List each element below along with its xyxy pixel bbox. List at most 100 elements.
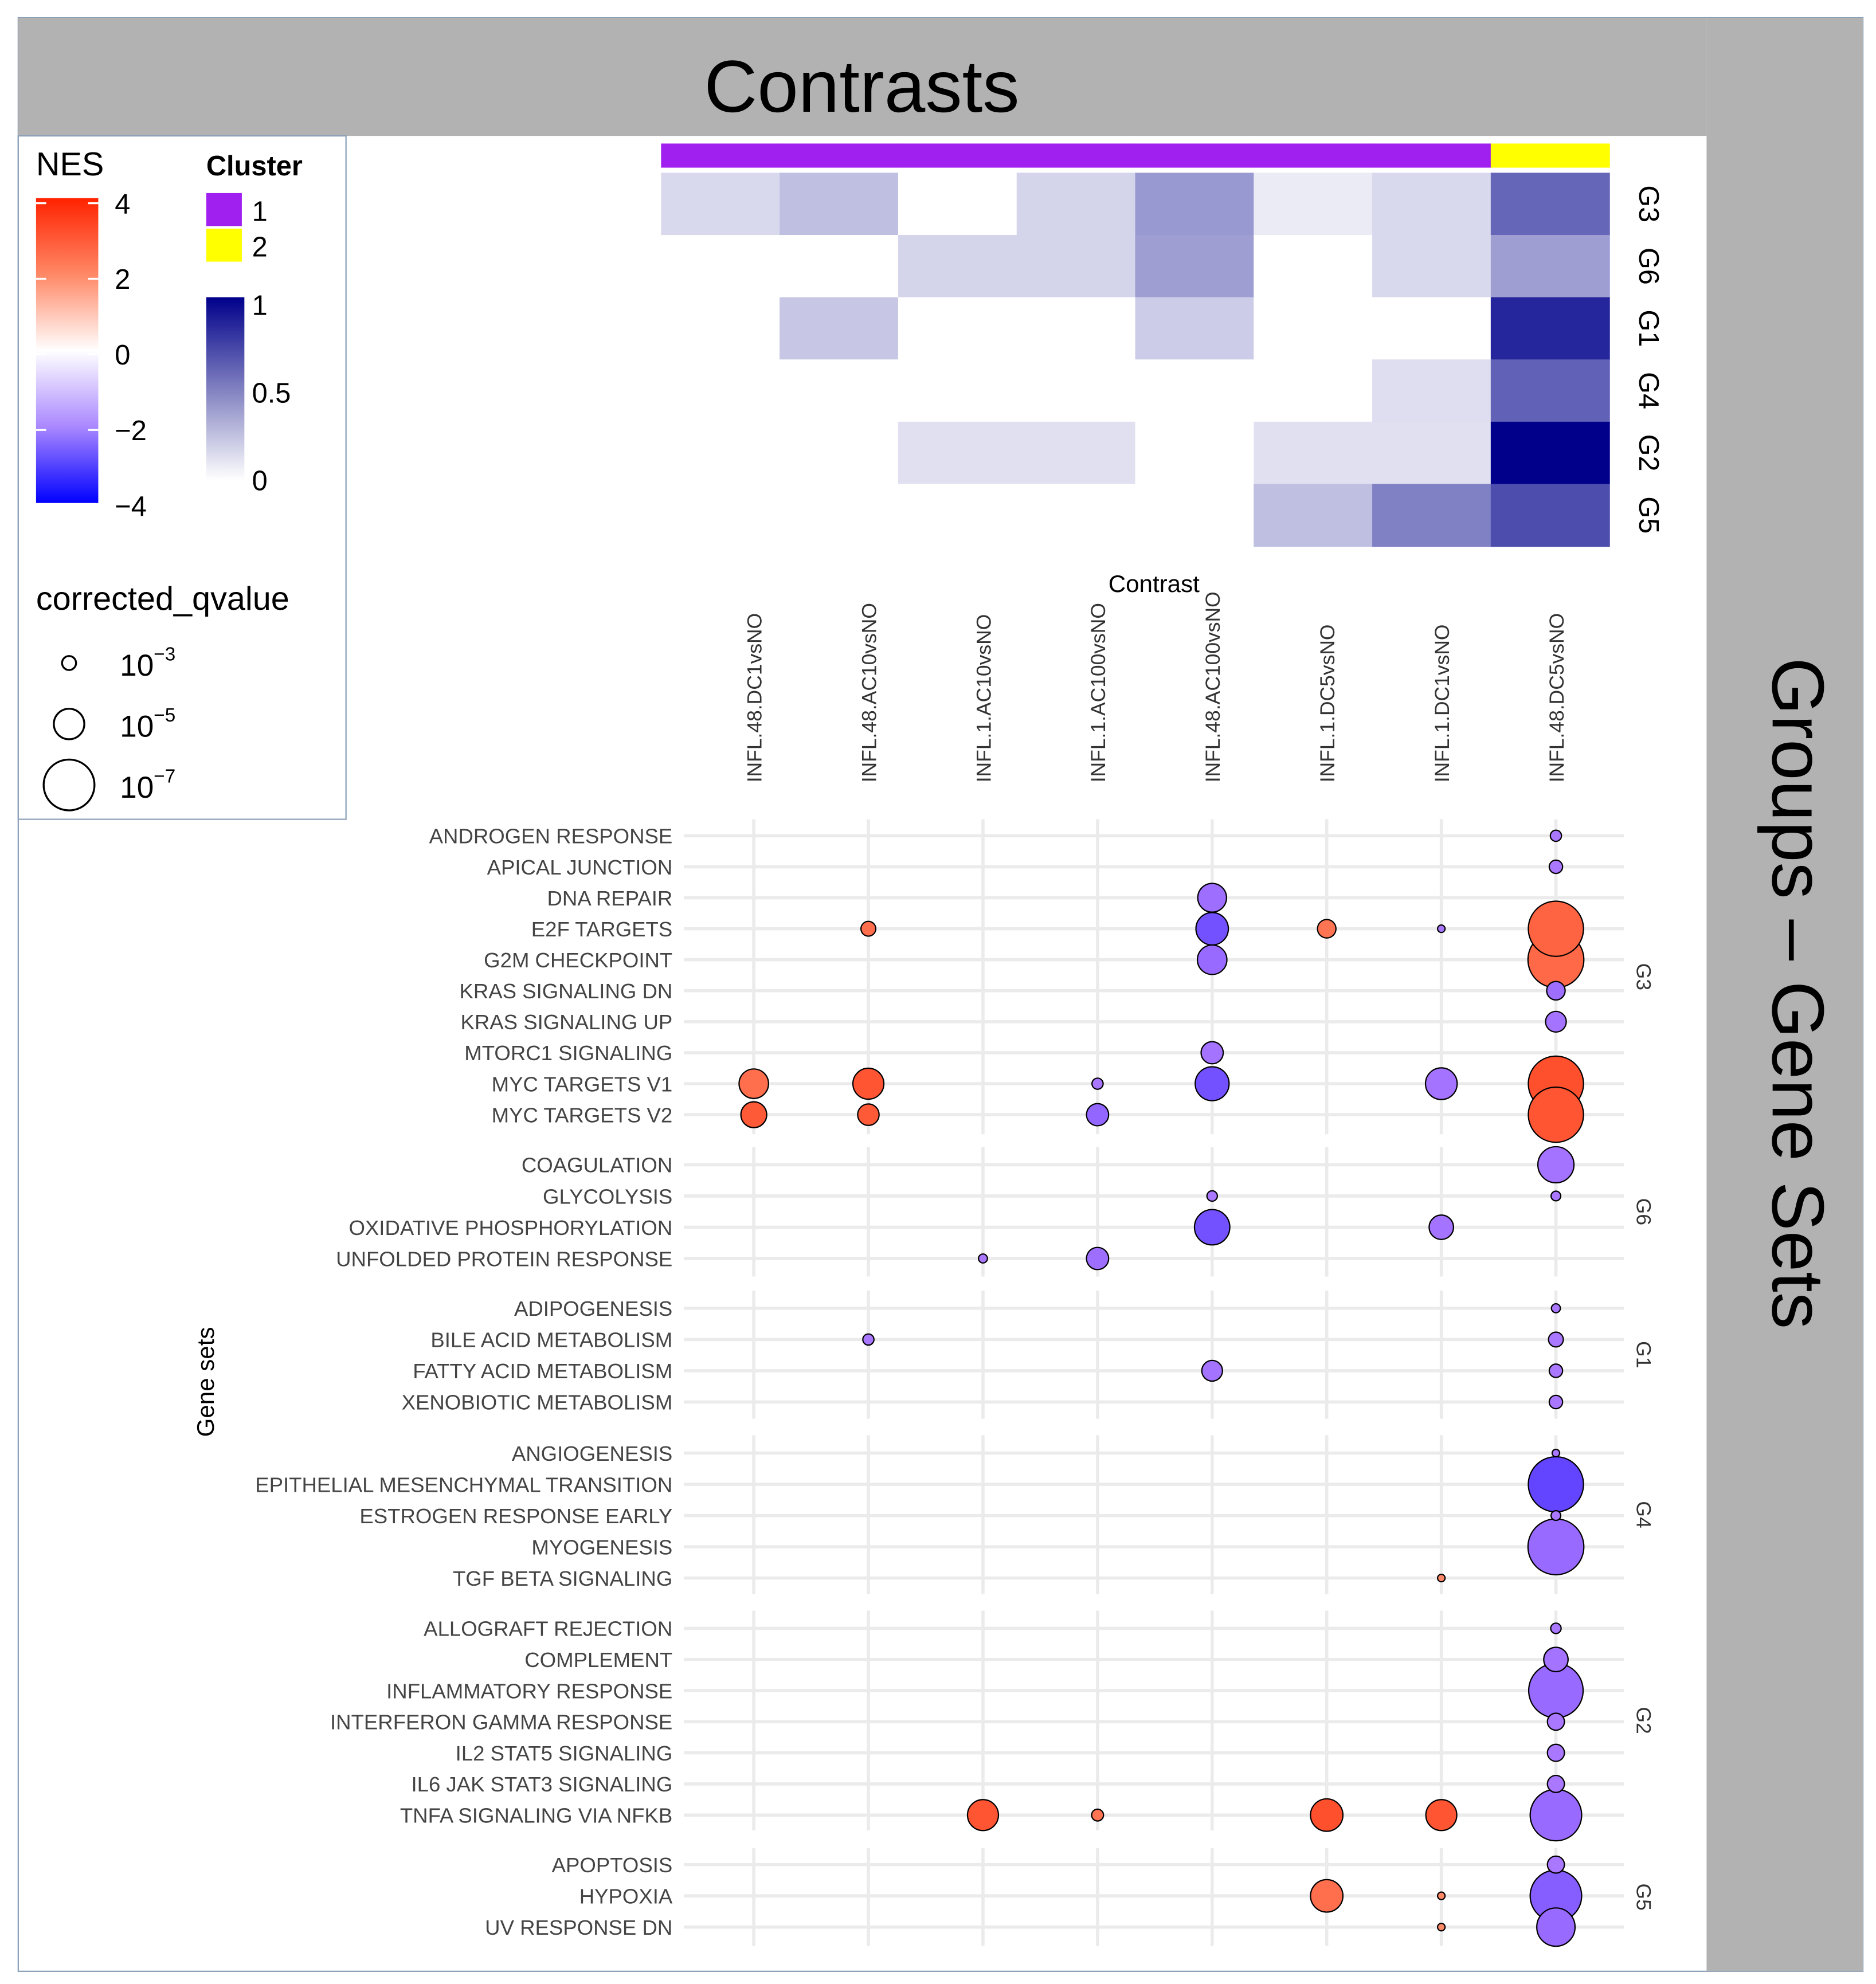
dotplot-point — [852, 1067, 885, 1100]
heatmap-cell — [898, 484, 1017, 547]
dotplot-point — [1091, 1808, 1105, 1822]
dotplot-point — [1537, 1146, 1575, 1184]
heatmap-group-label: G3 — [1633, 185, 1664, 222]
dotplot-point — [1548, 859, 1564, 875]
dotplot-point — [1197, 883, 1227, 913]
qvalue-legend-label: 10−3 — [120, 644, 175, 683]
gene-set-label: INTERFERON GAMMA RESPONSE — [330, 1711, 672, 1734]
dotplot-point — [1546, 1712, 1565, 1731]
qvalue-legend-label: 10−7 — [120, 766, 175, 805]
dotplot-point — [1086, 1103, 1110, 1127]
dotplot-point — [1424, 1067, 1458, 1100]
gene-set-label: MTORC1 SIGNALING — [464, 1041, 672, 1065]
gene-set-label: TGF BETA SIGNALING — [453, 1567, 672, 1590]
heatmap-cell — [898, 421, 1017, 485]
dotplot-point — [1549, 829, 1562, 842]
dotplot-point — [1437, 1891, 1446, 1900]
gene-set-label: COAGULATION — [522, 1154, 672, 1177]
dotplot-group-label: G6 — [1632, 1198, 1655, 1225]
dotplot-point — [1200, 1041, 1224, 1065]
dotplot-point — [1550, 1510, 1562, 1522]
dotplot-point — [1206, 1190, 1218, 1202]
dotplot-group-label: G3 — [1632, 963, 1655, 990]
nes-tick-label: −2 — [115, 415, 147, 446]
dotplot-point — [1310, 1798, 1344, 1832]
heatmap-cell — [1254, 235, 1373, 298]
gene-set-label: INFLAMMATORY RESPONSE — [386, 1679, 672, 1703]
gene-set-label: G2M CHECKPOINT — [484, 948, 672, 972]
heatmap-cell — [1372, 421, 1491, 485]
dotplot-point — [1437, 924, 1446, 934]
dotplot-point — [1545, 1010, 1567, 1033]
heatmap-cell — [661, 359, 781, 422]
dotplot-point — [1201, 1359, 1223, 1382]
heatmap-cluster-cell — [780, 143, 899, 168]
dotplot-point — [1546, 1774, 1565, 1793]
heatmap-cell — [780, 172, 899, 236]
heatmap-cell — [1254, 359, 1373, 422]
gene-set-label: KRAS SIGNALING UP — [460, 1010, 672, 1034]
contrast-axis-labels: INFL.48.DC1vsNO INFL.48.AC10vsNO INFL.1.AC… — [743, 591, 1568, 782]
heatmap-cell — [1135, 359, 1255, 422]
dotplot-point — [1536, 1907, 1576, 1947]
heatmap-group-label: G1 — [1633, 309, 1664, 347]
gene-set-label: COMPLEMENT — [524, 1648, 672, 1672]
nes-tick-label: 2 — [115, 264, 130, 295]
heatmap-cluster-cell — [1016, 143, 1136, 168]
contrast-label: INFL.1.AC10vsNO — [972, 614, 995, 783]
dotplot-point — [738, 1068, 769, 1099]
gene-set-label: MYC TARGETS V1 — [492, 1072, 673, 1096]
heatmap-cell — [1372, 484, 1491, 547]
contrast-label: INFL.48.AC100vsNO — [1201, 591, 1224, 782]
heatmap-group-label: G2 — [1633, 434, 1664, 472]
contrasts-header-title: Contrasts — [704, 46, 1019, 128]
heatmap-cell — [1016, 484, 1136, 547]
gene-set-label: ANDROGEN RESPONSE — [429, 825, 673, 848]
contrasts-header-band — [18, 18, 1707, 136]
heatmap-cell — [1254, 421, 1373, 485]
heatmap-cell — [1254, 297, 1373, 360]
cluster-2-label: 2 — [252, 232, 268, 263]
dotplot-point — [1546, 1743, 1565, 1762]
cluster-1-swatch — [206, 193, 242, 226]
heatmap-cluster-cell — [1254, 143, 1373, 168]
cluster-1-label: 1 — [252, 197, 268, 228]
groups-side-title: Groups – Gene Sets — [1757, 657, 1839, 1329]
dotplot-point — [1310, 1879, 1344, 1913]
heatmap-cell — [898, 359, 1017, 422]
dotplot-point — [1528, 1456, 1584, 1513]
dotplot-point — [1196, 944, 1228, 975]
gene-set-label: ADIPOGENESIS — [514, 1297, 672, 1320]
contrast-label: INFL.1.DC1vsNO — [1431, 624, 1454, 782]
heatmap-cell — [1490, 235, 1610, 298]
heatmap-cell — [1490, 297, 1610, 360]
dotplot-point — [1195, 912, 1229, 946]
dotplot-point — [1546, 981, 1566, 1001]
heatmap-cell — [898, 235, 1017, 298]
dotplot-point — [862, 1333, 875, 1346]
heatmap-cell — [661, 172, 781, 236]
contrast-label: INFL.48.DC5vsNO — [1545, 613, 1568, 783]
gene-set-label: KRAS SIGNALING DN — [459, 979, 672, 1003]
gene-set-label: DNA REPAIR — [547, 887, 673, 910]
heatmap-cell — [1135, 297, 1255, 360]
gene-set-label: IL6 JAK STAT3 SIGNALING — [411, 1773, 672, 1796]
dotplot-point — [1428, 1214, 1454, 1240]
heatmap-cluster-cell — [1135, 143, 1255, 168]
qvalue-legend-title: corrected_qvalue — [36, 581, 289, 617]
heatmap-cell — [1016, 297, 1136, 360]
heatmap-cluster-cell — [1490, 143, 1610, 168]
gene-set-label: GLYCOLYSIS — [543, 1185, 672, 1208]
gene-set-label: HYPOXIA — [579, 1884, 673, 1908]
heatmap-cell — [1490, 172, 1610, 236]
cluster-scale-tick-label: 1 — [252, 291, 268, 321]
dotplot-point — [1193, 1209, 1231, 1246]
heatmap-cell — [1135, 484, 1255, 547]
gene-set-label: OXIDATIVE PHOSPHORYLATION — [348, 1216, 672, 1240]
qvalue-legend-circle — [42, 758, 96, 811]
gene-set-dotplot: ANDROGEN RESPONSE APICAL JUNCTION DNA REPA… — [255, 819, 1655, 1947]
dotplot-point — [1527, 1518, 1585, 1575]
heatmap-cell — [661, 297, 781, 360]
heatmap-cell — [1372, 235, 1491, 298]
